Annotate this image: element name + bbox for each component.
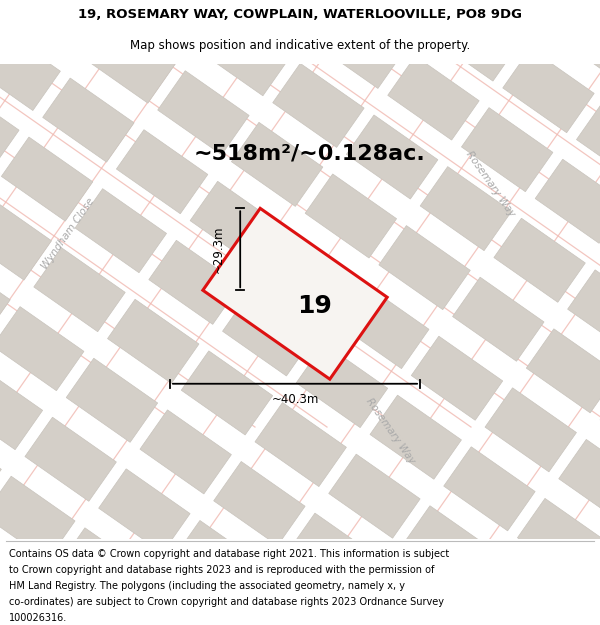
- Polygon shape: [0, 476, 75, 560]
- Polygon shape: [158, 71, 249, 155]
- Polygon shape: [287, 513, 379, 597]
- Polygon shape: [66, 358, 158, 442]
- Polygon shape: [388, 56, 479, 140]
- Polygon shape: [494, 218, 586, 302]
- Polygon shape: [140, 410, 232, 494]
- Polygon shape: [223, 292, 314, 376]
- Text: 100026316.: 100026316.: [9, 613, 67, 623]
- Polygon shape: [346, 115, 438, 199]
- Polygon shape: [0, 535, 34, 619]
- Polygon shape: [411, 336, 503, 420]
- Text: Map shows position and indicative extent of the property.: Map shows position and indicative extent…: [130, 39, 470, 52]
- Polygon shape: [107, 299, 199, 383]
- Polygon shape: [181, 351, 272, 435]
- Polygon shape: [379, 226, 470, 309]
- Polygon shape: [10, 0, 101, 51]
- Polygon shape: [577, 100, 600, 184]
- Text: Rosemary Way: Rosemary Way: [464, 149, 517, 218]
- Polygon shape: [305, 174, 397, 258]
- Polygon shape: [568, 270, 600, 354]
- Polygon shape: [361, 565, 452, 625]
- Polygon shape: [25, 418, 116, 501]
- Text: 19, ROSEMARY WAY, COWPLAIN, WATERLOOVILLE, PO8 9DG: 19, ROSEMARY WAY, COWPLAIN, WATERLOOVILL…: [78, 8, 522, 21]
- Polygon shape: [429, 0, 520, 81]
- Polygon shape: [591, 550, 600, 625]
- Polygon shape: [34, 248, 125, 332]
- Polygon shape: [199, 12, 290, 96]
- Polygon shape: [296, 344, 388, 428]
- Polygon shape: [125, 0, 217, 44]
- Polygon shape: [246, 572, 338, 625]
- Polygon shape: [0, 366, 43, 449]
- Text: to Crown copyright and database rights 2023 and is reproduced with the permissio: to Crown copyright and database rights 2…: [9, 565, 434, 575]
- Polygon shape: [43, 78, 134, 162]
- Text: ~40.3m: ~40.3m: [271, 393, 319, 406]
- Polygon shape: [329, 454, 420, 538]
- Polygon shape: [0, 307, 84, 391]
- Polygon shape: [0, 255, 10, 339]
- Polygon shape: [190, 181, 281, 266]
- Polygon shape: [476, 558, 568, 625]
- Polygon shape: [452, 278, 544, 361]
- Polygon shape: [16, 587, 107, 625]
- Polygon shape: [203, 208, 387, 379]
- Polygon shape: [116, 130, 208, 214]
- Polygon shape: [84, 19, 175, 103]
- Polygon shape: [461, 107, 553, 192]
- Text: ~29.3m: ~29.3m: [212, 226, 224, 273]
- Polygon shape: [314, 4, 406, 88]
- Polygon shape: [517, 498, 600, 582]
- Polygon shape: [0, 196, 52, 280]
- Polygon shape: [444, 447, 535, 531]
- Text: co-ordinates) are subject to Crown copyright and database rights 2023 Ordnance S: co-ordinates) are subject to Crown copyr…: [9, 597, 444, 607]
- Text: Contains OS data © Crown copyright and database right 2021. This information is : Contains OS data © Crown copyright and d…: [9, 549, 449, 559]
- Polygon shape: [0, 26, 61, 111]
- Text: Wyndham Close: Wyndham Close: [40, 196, 96, 271]
- Polygon shape: [240, 0, 332, 37]
- Polygon shape: [0, 424, 1, 509]
- Polygon shape: [526, 329, 600, 413]
- Polygon shape: [264, 233, 355, 317]
- Polygon shape: [544, 0, 600, 74]
- Polygon shape: [370, 395, 461, 479]
- Text: ~518m²/~0.128ac.: ~518m²/~0.128ac.: [194, 144, 426, 164]
- Polygon shape: [320, 624, 411, 625]
- Polygon shape: [535, 159, 600, 243]
- Polygon shape: [0, 86, 19, 169]
- Polygon shape: [58, 528, 149, 612]
- Text: Rosemary Way: Rosemary Way: [364, 396, 416, 466]
- Polygon shape: [559, 439, 600, 524]
- Polygon shape: [131, 579, 223, 625]
- Polygon shape: [232, 122, 323, 206]
- Polygon shape: [355, 0, 447, 29]
- Polygon shape: [485, 388, 577, 472]
- Polygon shape: [98, 469, 190, 553]
- Polygon shape: [420, 167, 512, 251]
- Polygon shape: [273, 63, 364, 148]
- Polygon shape: [149, 240, 240, 324]
- Text: 19: 19: [298, 294, 332, 318]
- Polygon shape: [503, 49, 594, 132]
- Polygon shape: [403, 506, 494, 590]
- Polygon shape: [1, 137, 93, 221]
- Polygon shape: [470, 0, 562, 22]
- Text: HM Land Registry. The polygons (including the associated geometry, namely x, y: HM Land Registry. The polygons (includin…: [9, 581, 405, 591]
- Polygon shape: [255, 402, 346, 487]
- Polygon shape: [435, 616, 526, 625]
- Polygon shape: [338, 284, 429, 369]
- Polygon shape: [214, 461, 305, 546]
- Polygon shape: [75, 189, 167, 272]
- Polygon shape: [550, 609, 600, 625]
- Polygon shape: [172, 521, 264, 604]
